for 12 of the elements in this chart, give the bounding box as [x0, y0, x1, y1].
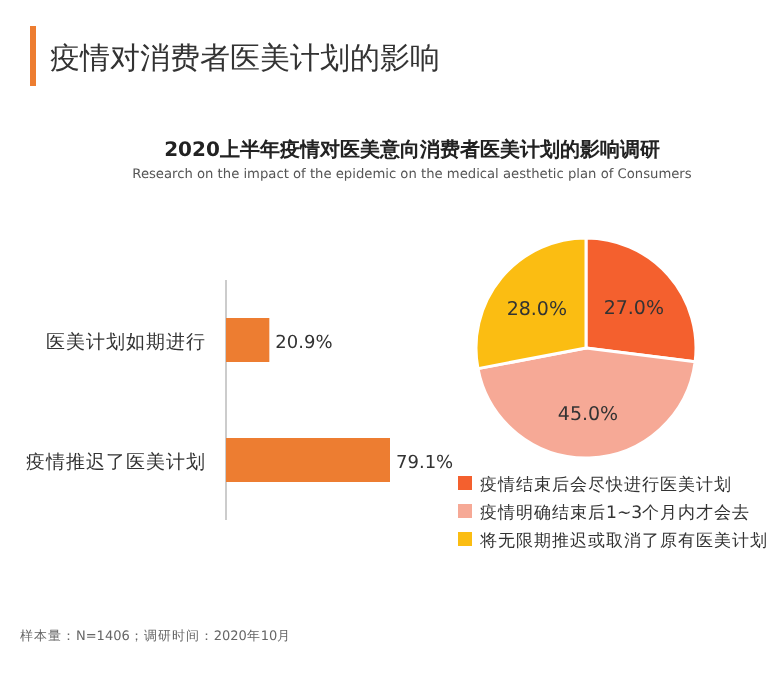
data-label: 79.1%	[396, 454, 455, 474]
legend-label: 将无限期推迟或取消了原有医美计划	[478, 530, 768, 552]
legend-label: 疫情结束后会尽快进行医美计划	[480, 474, 732, 496]
legend-label: 疫情明确结束后1~3个月内才会去	[480, 502, 751, 524]
data-label: 27.0%	[603, 297, 665, 320]
chart-subtitle: 2020上半年疫情对医美意向消费者医美计划的影响调研	[164, 138, 660, 162]
chart-title: 疫情对消费者医美计划的影响	[50, 40, 440, 76]
data-label: 45.0%	[557, 403, 619, 426]
data-label: 28.0%	[506, 299, 568, 322]
y-tick-label: 医美计划如期进行	[46, 330, 206, 354]
data-label: 20.9%	[275, 334, 334, 354]
y-tick-label: 疫情推迟了医美计划	[26, 450, 206, 474]
